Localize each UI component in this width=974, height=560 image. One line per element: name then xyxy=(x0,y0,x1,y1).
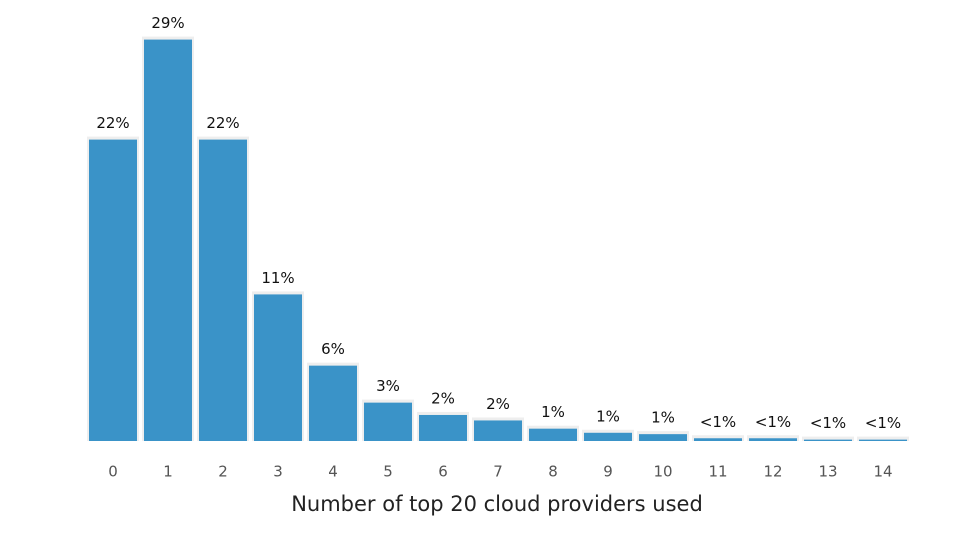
value-label: 1% xyxy=(541,403,565,421)
value-label: <1% xyxy=(755,413,791,431)
x-tick-label: 6 xyxy=(438,463,448,481)
value-label: 3% xyxy=(376,377,400,395)
bar xyxy=(804,439,852,441)
bar xyxy=(144,39,192,442)
x-tick-label: 13 xyxy=(818,463,837,481)
bar xyxy=(199,139,247,441)
bar xyxy=(859,439,907,441)
x-tick-label: 11 xyxy=(708,463,727,481)
value-label: 22% xyxy=(206,114,239,132)
bar xyxy=(639,434,687,441)
x-tick-label: 12 xyxy=(763,463,782,481)
bar-shadow xyxy=(747,435,799,441)
bar xyxy=(584,432,632,441)
bar xyxy=(749,438,797,441)
bar xyxy=(89,139,137,441)
x-axis-label: Number of top 20 cloud providers used xyxy=(291,492,703,516)
bar xyxy=(694,438,742,441)
x-tick-label: 10 xyxy=(653,463,672,481)
bar xyxy=(364,402,412,441)
value-label: <1% xyxy=(810,414,846,432)
value-label: 11% xyxy=(261,269,294,287)
x-tick-label: 3 xyxy=(273,463,283,481)
x-tick-label: 1 xyxy=(163,463,173,481)
x-tick-label: 9 xyxy=(603,463,613,481)
x-tick-label: 7 xyxy=(493,463,503,481)
value-label: <1% xyxy=(865,414,901,432)
bar xyxy=(254,294,302,441)
x-tick-label: 0 xyxy=(108,463,118,481)
value-label: <1% xyxy=(700,413,736,431)
x-tick-label: 4 xyxy=(328,463,338,481)
x-tick-label: 5 xyxy=(383,463,393,481)
bar-shadow xyxy=(802,436,854,441)
value-label: 2% xyxy=(486,395,510,413)
bar-shadow xyxy=(857,436,909,441)
value-label: 1% xyxy=(651,409,675,427)
value-label: 22% xyxy=(96,114,129,132)
value-label: 2% xyxy=(431,389,455,407)
x-tick-label: 14 xyxy=(873,463,892,481)
bar xyxy=(309,365,357,441)
bar-shadow xyxy=(692,435,744,441)
value-label: 29% xyxy=(151,14,184,32)
bar xyxy=(474,420,522,441)
bar xyxy=(419,414,467,441)
x-tick-label: 8 xyxy=(548,463,558,481)
value-label: 1% xyxy=(596,407,620,425)
bar xyxy=(529,428,577,441)
x-tick-label: 2 xyxy=(218,463,228,481)
value-label: 6% xyxy=(321,340,345,358)
